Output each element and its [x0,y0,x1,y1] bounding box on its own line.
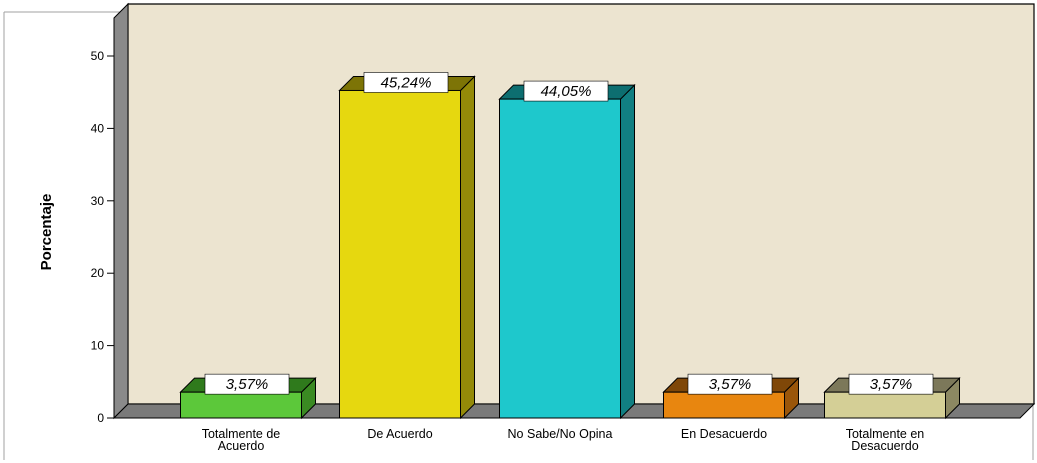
bar-group: 44,05% [498,80,636,420]
y-tick-label: 50 [91,49,105,63]
y-tick-label: 40 [91,121,105,135]
bar-group: 3,57% [662,373,800,420]
data-label-box [523,80,609,102]
bar [824,391,946,419]
x-tick-label: De Acuerdo [367,427,432,441]
y-tick-label: 10 [91,339,105,353]
data-label-box [687,373,773,395]
data-label-box [204,373,290,395]
x-tick-label: No Sabe/No Opina [508,427,613,441]
data-label-box [363,72,449,93]
y-axis: 0 10 20 30 40 50 [91,49,114,425]
bar-group: 45,24% [338,72,476,420]
x-tick-label: Totalmente en [846,427,925,441]
data-label: 44,05% [541,83,592,100]
data-label: 3,57% [870,376,913,393]
bars: 3,57% 45,24% 44,05% 3,57% 3,57% [179,72,961,420]
bar-side [620,83,635,420]
bar [663,391,785,419]
data-label: 3,57% [226,376,269,393]
bar [180,391,302,419]
x-tick-label: Acuerdo [218,439,265,453]
data-label: 3,57% [709,376,752,393]
x-tick-label: Desacuerdo [851,439,918,453]
data-label-box [848,373,934,395]
y-tick-label: 20 [91,266,105,280]
plot-side-wall [113,2,129,420]
data-label: 45,24% [381,74,432,91]
y-tick-label: 0 [97,411,104,425]
bar-side [460,75,475,420]
y-axis-label: Porcentaje [38,194,55,271]
bar [339,89,461,419]
x-tick-label: Totalmente de [202,427,281,441]
y-tick-label: 30 [91,194,105,208]
bar [499,98,621,419]
bar-group: 3,57% [179,373,317,420]
bar-group: 3,57% [823,373,961,420]
x-tick-label: En Desacuerdo [681,427,767,441]
